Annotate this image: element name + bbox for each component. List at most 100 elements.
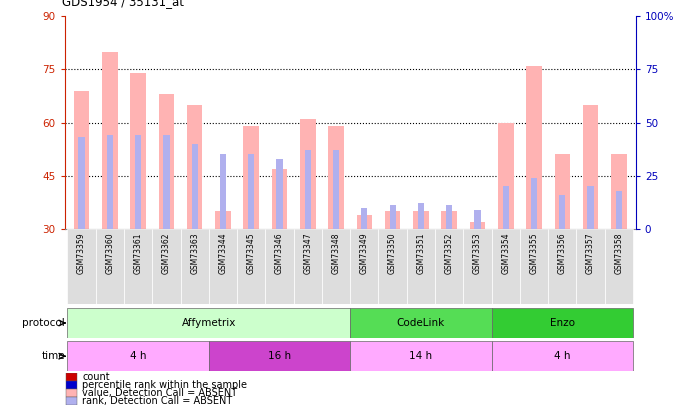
Text: GSM73345: GSM73345 <box>247 232 256 274</box>
Bar <box>243 126 259 229</box>
Text: GSM73359: GSM73359 <box>77 232 86 274</box>
Bar <box>74 91 89 229</box>
Bar <box>520 229 548 304</box>
Bar <box>220 154 226 229</box>
Bar <box>390 205 396 229</box>
Text: time: time <box>41 351 65 361</box>
Text: GSM73362: GSM73362 <box>162 232 171 274</box>
Text: count: count <box>82 372 110 382</box>
Text: value, Detection Call = ABSENT: value, Detection Call = ABSENT <box>82 388 237 398</box>
Bar <box>554 154 570 229</box>
Bar <box>333 150 339 229</box>
Text: GSM73355: GSM73355 <box>530 232 539 274</box>
Bar <box>272 168 287 229</box>
Bar <box>322 229 350 304</box>
Bar <box>124 229 152 304</box>
Bar <box>209 341 350 371</box>
Bar <box>441 211 457 229</box>
Bar <box>356 215 372 229</box>
Bar <box>67 229 96 304</box>
Text: GSM73358: GSM73358 <box>614 232 624 274</box>
Bar <box>470 222 486 229</box>
Bar <box>67 389 77 397</box>
Text: GSM73352: GSM73352 <box>445 232 454 274</box>
Bar <box>498 122 513 229</box>
Text: GSM73347: GSM73347 <box>303 232 312 274</box>
Bar <box>67 382 77 389</box>
Bar <box>350 308 492 338</box>
Bar <box>67 397 77 405</box>
Text: 4 h: 4 h <box>554 351 571 361</box>
Bar <box>526 66 542 229</box>
Bar <box>276 159 283 229</box>
Text: GDS1954 / 35131_at: GDS1954 / 35131_at <box>62 0 184 8</box>
Text: GSM73344: GSM73344 <box>218 232 227 274</box>
Bar <box>475 210 481 229</box>
Text: GSM73363: GSM73363 <box>190 232 199 274</box>
Text: GSM73350: GSM73350 <box>388 232 397 274</box>
Bar <box>361 207 367 229</box>
Bar <box>248 154 254 229</box>
Text: Affymetrix: Affymetrix <box>182 318 236 328</box>
Bar <box>407 229 435 304</box>
Bar <box>548 229 577 304</box>
Bar <box>492 308 633 338</box>
Bar <box>67 373 77 382</box>
Bar <box>492 229 520 304</box>
Bar <box>611 154 626 229</box>
Bar <box>413 211 428 229</box>
Bar <box>305 150 311 229</box>
Text: GSM73354: GSM73354 <box>501 232 510 274</box>
Bar <box>300 119 316 229</box>
Bar <box>187 105 203 229</box>
Bar <box>96 229 124 304</box>
Text: CodeLink: CodeLink <box>396 318 445 328</box>
Text: GSM73356: GSM73356 <box>558 232 566 274</box>
Bar <box>379 229 407 304</box>
Bar <box>237 229 265 304</box>
Text: GSM73348: GSM73348 <box>332 232 341 274</box>
Bar <box>583 105 598 229</box>
Bar <box>158 94 174 229</box>
Bar <box>102 51 118 229</box>
Bar <box>418 203 424 229</box>
Text: GSM73353: GSM73353 <box>473 232 482 274</box>
Bar <box>294 229 322 304</box>
Bar <box>163 135 169 229</box>
Bar <box>135 135 141 229</box>
Text: percentile rank within the sample: percentile rank within the sample <box>82 380 248 390</box>
Bar <box>531 178 537 229</box>
Text: Enzo: Enzo <box>549 318 575 328</box>
Bar <box>605 229 633 304</box>
Bar <box>503 186 509 229</box>
Bar <box>435 229 463 304</box>
Bar <box>588 186 594 229</box>
Text: 16 h: 16 h <box>268 351 291 361</box>
Bar <box>107 135 113 229</box>
Bar <box>67 308 350 338</box>
Bar <box>265 229 294 304</box>
Text: GSM73349: GSM73349 <box>360 232 369 274</box>
Bar <box>577 229 605 304</box>
Bar <box>492 341 633 371</box>
Bar <box>192 144 198 229</box>
Bar <box>350 229 379 304</box>
Text: 4 h: 4 h <box>130 351 146 361</box>
Bar <box>615 190 622 229</box>
Bar <box>559 195 565 229</box>
Bar <box>385 211 401 229</box>
Text: GSM73361: GSM73361 <box>134 232 143 274</box>
Bar <box>328 126 344 229</box>
Bar <box>209 229 237 304</box>
Text: GSM73357: GSM73357 <box>586 232 595 274</box>
Bar <box>67 341 209 371</box>
Bar <box>463 229 492 304</box>
Text: rank, Detection Call = ABSENT: rank, Detection Call = ABSENT <box>82 396 233 405</box>
Bar <box>446 205 452 229</box>
Text: protocol: protocol <box>22 318 65 328</box>
Bar <box>215 211 231 229</box>
Bar <box>152 229 180 304</box>
Bar <box>180 229 209 304</box>
Bar <box>78 137 85 229</box>
Text: GSM73360: GSM73360 <box>105 232 114 274</box>
